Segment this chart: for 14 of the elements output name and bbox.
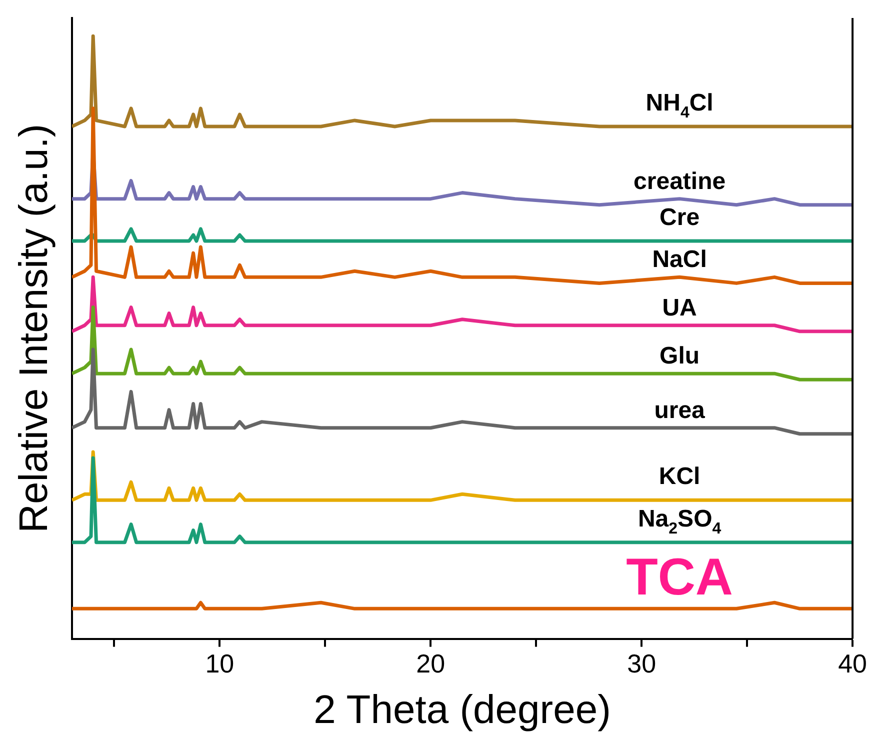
series-label: Cre: [660, 204, 700, 232]
series-label: UA: [662, 294, 697, 322]
y-axis-title: Relative Intensity (a.u.): [12, 124, 56, 533]
series-label: Glu: [660, 342, 700, 370]
series-label: NaCl: [652, 246, 707, 274]
series-label: creatine: [634, 168, 726, 195]
annotation: TCA: [626, 548, 733, 607]
series-label: KCl: [658, 463, 700, 490]
x-tick-label: 20: [416, 648, 446, 679]
x-tick-label: 10: [205, 648, 234, 679]
series-label: urea: [654, 396, 706, 424]
x-tick-label: 40: [838, 648, 867, 679]
x-axis-title: 2 Theta (degree): [314, 688, 611, 732]
x-tick-label: 30: [627, 648, 656, 679]
